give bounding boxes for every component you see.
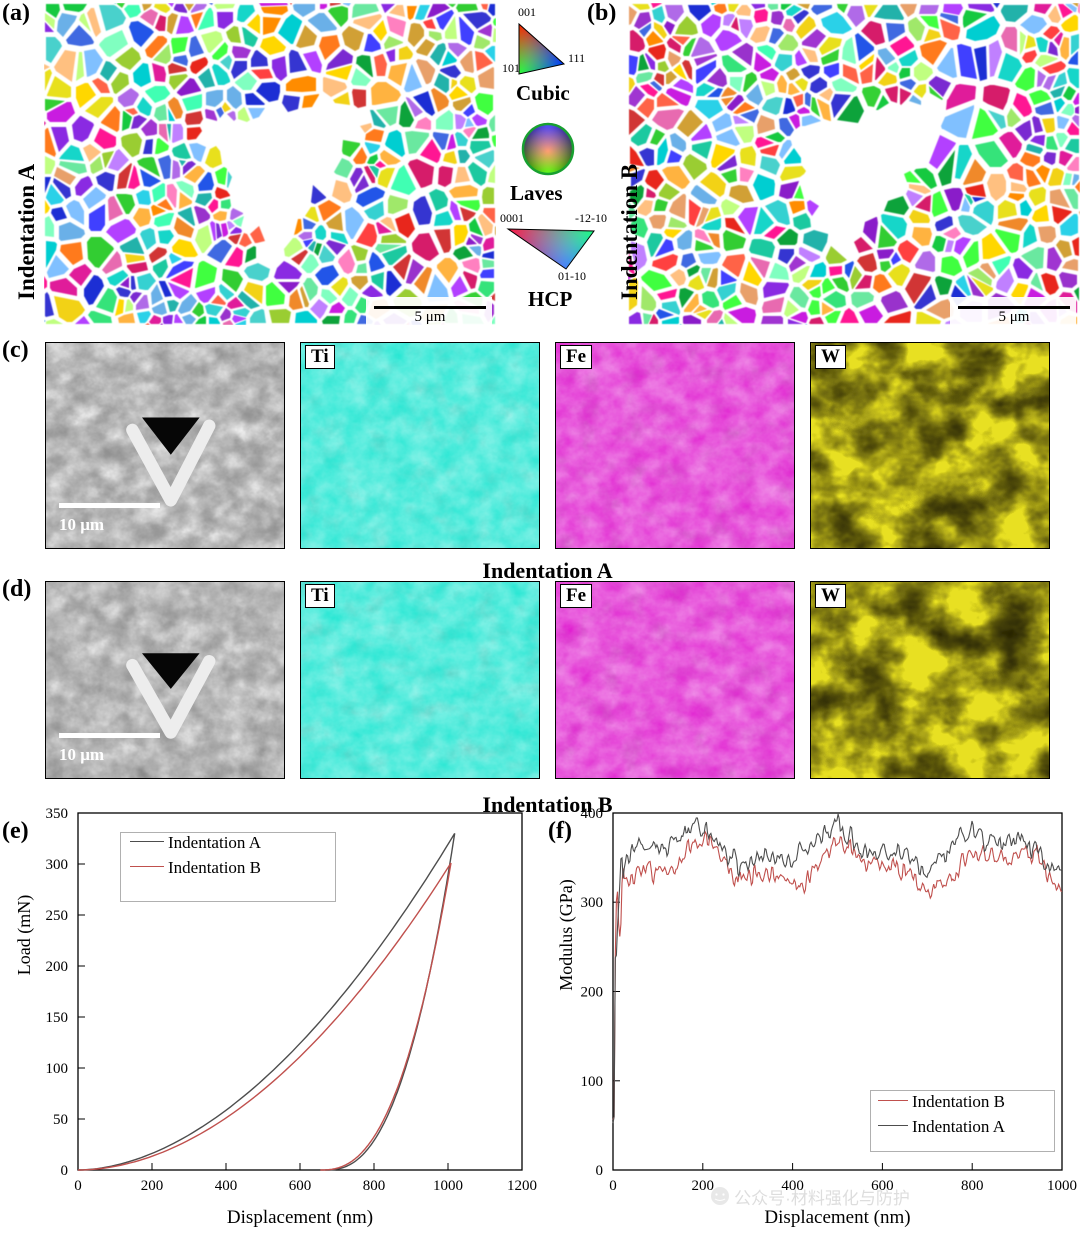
- svg-text:0: 0: [61, 1163, 69, 1179]
- svg-text:300: 300: [581, 895, 604, 911]
- svg-text:350: 350: [46, 806, 69, 822]
- svg-text:150: 150: [46, 1010, 69, 1026]
- svg-text:1200: 1200: [507, 1178, 537, 1194]
- svg-text:250: 250: [46, 908, 69, 924]
- svg-text:200: 200: [46, 959, 69, 975]
- svg-text:400: 400: [215, 1178, 238, 1194]
- svg-text:300: 300: [46, 857, 69, 873]
- svg-text:1000: 1000: [433, 1178, 463, 1194]
- svg-text:100: 100: [581, 1074, 604, 1090]
- svg-text:600: 600: [289, 1178, 312, 1194]
- svg-text:400: 400: [581, 806, 604, 822]
- svg-text:0: 0: [74, 1178, 82, 1194]
- svg-text:800: 800: [363, 1178, 386, 1194]
- svg-text:50: 50: [53, 1112, 68, 1128]
- svg-text:200: 200: [141, 1178, 164, 1194]
- svg-text:200: 200: [581, 985, 604, 1001]
- svg-text:100: 100: [46, 1061, 69, 1077]
